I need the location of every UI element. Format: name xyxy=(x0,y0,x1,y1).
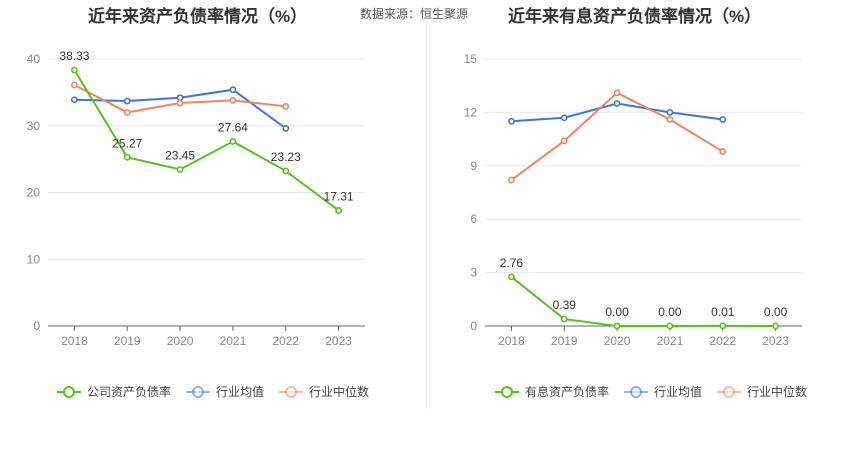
chart1-series-0-line xyxy=(73,69,340,212)
chart2-series-2-point xyxy=(613,89,621,97)
chart1-series-1-point xyxy=(282,125,290,132)
chart1-series-1-point xyxy=(123,97,131,105)
chart2-series-0-point xyxy=(666,322,674,330)
chart2-series-1-point xyxy=(560,114,568,122)
chart1-data-label: 23.23 xyxy=(271,150,301,164)
chart1-legend-item[interactable]: 公司资产负债率 xyxy=(56,383,171,400)
chart2-series-1-point xyxy=(508,117,515,125)
chart2-y-tick-label: 15 xyxy=(464,52,478,66)
chart2-plot: 0 3 6 9 12 15 2018 2019 2020 2021 2022 2023 2.76 0.39… xyxy=(464,52,802,348)
chart2-y-tick-label: 6 xyxy=(470,212,477,226)
chart2-series-0-point xyxy=(719,322,727,330)
chart2-x-tick-label: 2019 xyxy=(551,334,578,348)
chart1-series-2-point xyxy=(71,81,78,89)
chart2-legend-item[interactable]: 有息资产负债率 xyxy=(494,383,609,400)
chart2-x-tick-label: 2021 xyxy=(657,334,684,348)
chart1-plot: 0 10 20 30 40 2018 2019 2020 2021 2022 2023 38.33 25… xyxy=(27,49,365,348)
chart1-series-2-point xyxy=(282,102,290,110)
chart2-series-1-point xyxy=(719,116,727,123)
chart1-y-tick-label: 0 xyxy=(33,319,40,333)
chart1-x-tick-label: 2021 xyxy=(220,334,247,348)
chart1-x-tick-label: 2023 xyxy=(325,334,352,348)
chart1-y-tick-label: 10 xyxy=(27,252,41,266)
chart1-series-0-point xyxy=(71,66,78,74)
chart2-series-0-point xyxy=(772,322,779,330)
legend-line-circle-icon xyxy=(186,385,211,398)
chart2-x-tick-label: 2018 xyxy=(498,334,525,348)
legend-line-circle-icon xyxy=(279,385,304,398)
chart2-y-tick-label: 9 xyxy=(470,159,477,173)
chart2-series-0-line xyxy=(510,276,776,327)
chart1-legend-item[interactable]: 行业均值 xyxy=(185,383,264,400)
data-source-label: 数据来源：恒生聚源 xyxy=(360,7,469,21)
chart1-legend-label: 行业中位数 xyxy=(309,385,370,399)
chart2-legend-item[interactable]: 行业均值 xyxy=(623,383,702,400)
chart2-data-label: 0.00 xyxy=(658,305,682,319)
chart1-data-label: 17.31 xyxy=(324,189,354,203)
chart2-legend-item[interactable]: 行业中位数 xyxy=(716,383,807,400)
chart1-series-1-point xyxy=(229,86,237,94)
chart1-series-2-point xyxy=(176,99,184,107)
chart2-legend[interactable]: 有息资产负债率 行业均值 行业中位数 xyxy=(494,383,821,400)
chart2-legend-label: 行业中位数 xyxy=(747,385,808,399)
chart2-series-2-point xyxy=(508,176,515,184)
chart2-y-tick-label: 3 xyxy=(470,266,477,280)
chart1-x-tick-label: 2020 xyxy=(167,334,194,348)
chart2-series-1-point xyxy=(613,100,621,107)
chart2-title: 近年来有息资产负债率情况（%） xyxy=(508,7,762,26)
chart1-data-label: 38.33 xyxy=(59,49,89,63)
chart2-y-tick-label: 0 xyxy=(470,319,477,333)
chart1-series-0-point xyxy=(335,207,342,214)
chart1-series-0-point xyxy=(282,167,290,175)
chart2-data-label: 2.76 xyxy=(500,256,524,270)
chart1-legend-item[interactable]: 行业中位数 xyxy=(278,383,369,400)
chart1-series-0-point xyxy=(229,138,237,145)
chart2-x-tick-label: 2022 xyxy=(709,334,736,348)
chart1-series-0-point xyxy=(123,153,131,161)
chart2-series-2-point xyxy=(560,137,568,145)
chart1-x-tick-label: 2018 xyxy=(61,334,88,348)
legend-line-circle-icon xyxy=(495,385,519,398)
chart2-data-label: 0.39 xyxy=(553,298,577,312)
chart2-legend-label: 行业均值 xyxy=(654,385,703,399)
chart2-series-1-point xyxy=(666,109,674,116)
chart1-x-tick-label: 2022 xyxy=(272,334,299,348)
chart2-data-label: 0.00 xyxy=(764,305,788,319)
chart1-series-0-point xyxy=(176,166,184,173)
chart2-series-0-point xyxy=(560,315,568,323)
chart2-x-tick-label: 2023 xyxy=(762,334,789,348)
chart1-series-1-point xyxy=(176,94,184,102)
chart2-series-2-point xyxy=(666,116,674,123)
chart2-legend-label: 有息资产负债率 xyxy=(525,385,610,399)
chart2-series-0-point xyxy=(508,273,515,281)
chart1-series-2-point xyxy=(123,109,131,116)
legend-line-circle-icon xyxy=(57,385,81,398)
chart2-data-label: 0.01 xyxy=(711,305,735,319)
chart1-legend[interactable]: 公司资产负债率 行业均值 行业中位数 xyxy=(56,383,383,400)
chart1-legend-label: 行业均值 xyxy=(216,385,265,399)
chart1-series-2-point xyxy=(229,96,237,104)
legend-line-circle-icon xyxy=(624,385,649,398)
chart1-series-1-point xyxy=(71,96,78,104)
chart1-data-label: 27.64 xyxy=(218,121,248,135)
chart2-data-label: 0.00 xyxy=(605,305,629,319)
chart2-series-2-point xyxy=(719,148,727,155)
chart1-title: 近年来资产负债率情况（%） xyxy=(88,7,308,26)
chart2-y-tick-label: 12 xyxy=(464,105,478,119)
chart1-y-tick-label: 40 xyxy=(27,52,41,66)
chart1-y-tick-label: 20 xyxy=(27,186,41,200)
chart1-x-tick-label: 2019 xyxy=(114,334,141,348)
chart-divider xyxy=(426,20,427,410)
chart1-data-label: 25.27 xyxy=(112,136,142,150)
chart1-data-label: 23.45 xyxy=(165,148,195,162)
chart2-series-0-point xyxy=(613,322,621,330)
chart2-x-tick-label: 2020 xyxy=(604,334,631,348)
chart1-y-tick-label: 30 xyxy=(27,119,41,133)
chart1-legend-label: 公司资产负债率 xyxy=(87,385,172,399)
legend-line-circle-icon xyxy=(717,385,742,398)
